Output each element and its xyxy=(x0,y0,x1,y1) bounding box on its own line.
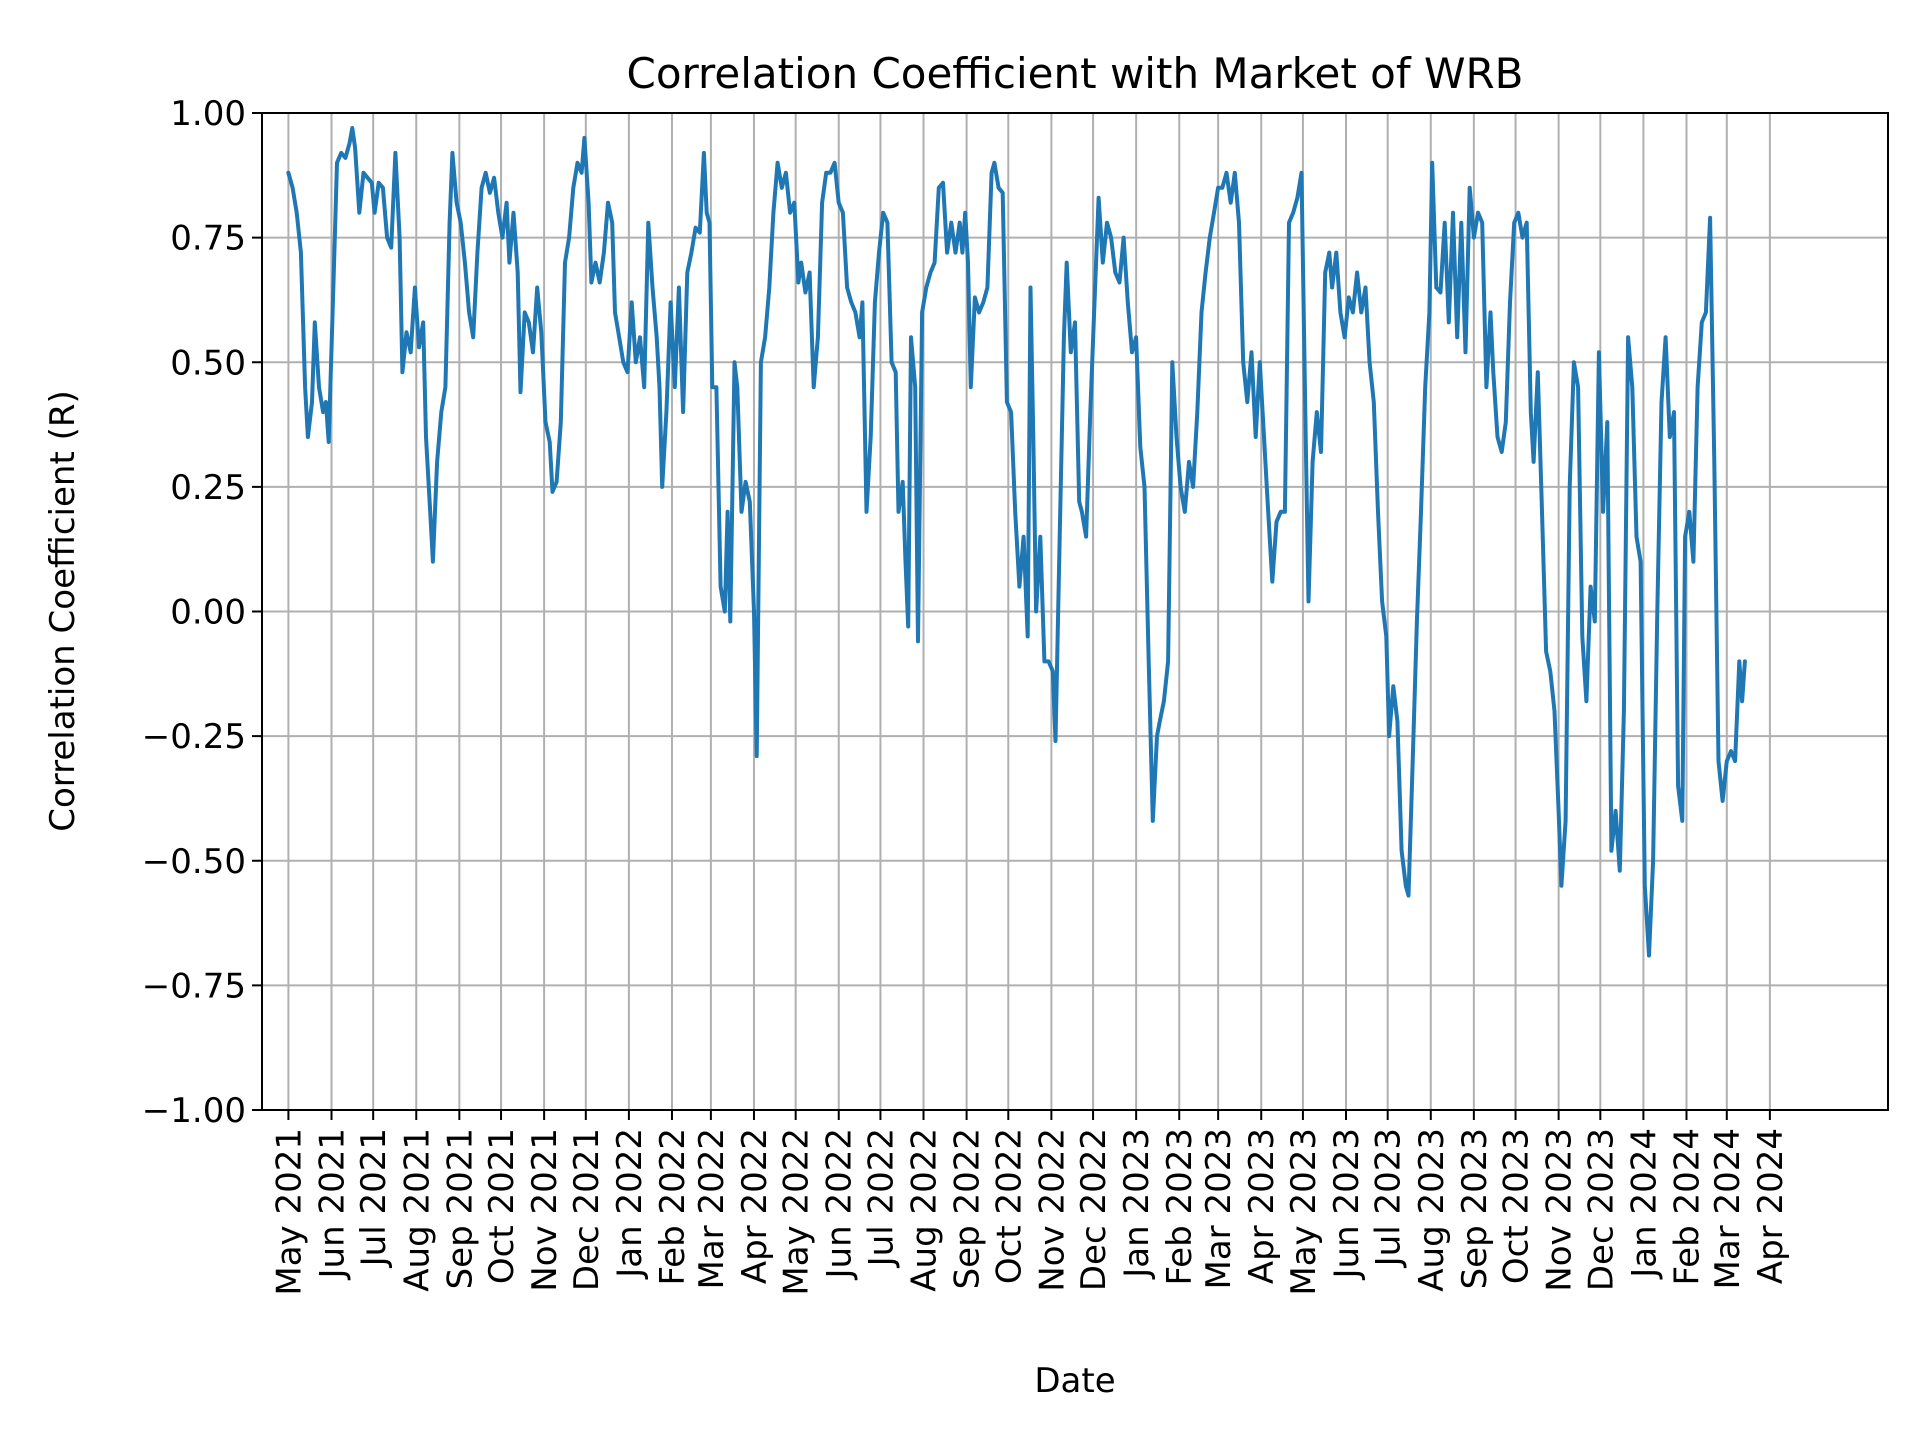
y-tick-label: 0.00 xyxy=(170,593,246,633)
x-tick-label: May 2021 xyxy=(269,1128,309,1296)
x-tick-label: Apr 2022 xyxy=(735,1128,775,1284)
x-tick-label: Mar 2023 xyxy=(1199,1128,1239,1289)
x-tick-label: Jan 2023 xyxy=(1117,1128,1157,1280)
y-tick-label: −0.50 xyxy=(142,842,246,882)
x-tick-label: Dec 2022 xyxy=(1074,1128,1114,1291)
x-tick-label: Nov 2023 xyxy=(1540,1128,1580,1292)
y-tick-label: 0.75 xyxy=(170,219,246,259)
x-tick-label: Jul 2021 xyxy=(354,1128,394,1268)
x-tick-label: Nov 2021 xyxy=(525,1128,565,1292)
x-tick-label: Jul 2022 xyxy=(861,1128,901,1268)
x-tick-label: Feb 2024 xyxy=(1667,1128,1707,1286)
x-tick-label: Dec 2023 xyxy=(1581,1128,1621,1291)
x-axis-label: Date xyxy=(1034,1361,1115,1401)
x-tick-label: Nov 2022 xyxy=(1032,1128,1072,1292)
x-axis-ticks: May 2021 Jun 2021 Jul 2021 Aug 2021 Sep 2021… xyxy=(269,1110,1791,1296)
x-tick-label: Apr 2024 xyxy=(1751,1128,1791,1284)
x-tick-label: Feb 2022 xyxy=(653,1128,693,1286)
x-tick-label: Oct 2023 xyxy=(1497,1128,1537,1284)
x-tick-label: Dec 2021 xyxy=(567,1128,607,1291)
series-line-0 xyxy=(286,126,1747,958)
x-tick-label: Aug 2023 xyxy=(1412,1128,1452,1292)
y-tick-label: 0.25 xyxy=(170,468,246,508)
x-tick-label: May 2022 xyxy=(777,1128,817,1296)
x-tick-label: Mar 2024 xyxy=(1708,1128,1748,1289)
x-tick-label: Apr 2023 xyxy=(1242,1128,1282,1284)
x-tick-label: Sep 2022 xyxy=(948,1128,988,1289)
x-tick-label: Jun 2021 xyxy=(312,1128,352,1280)
x-tick-label: Sep 2023 xyxy=(1455,1128,1495,1289)
y-tick-label: −0.75 xyxy=(142,966,246,1006)
x-tick-label: Oct 2021 xyxy=(482,1128,522,1284)
x-tick-label: Oct 2022 xyxy=(989,1128,1029,1284)
x-tick-label: Jun 2023 xyxy=(1327,1128,1367,1280)
x-tick-label: Aug 2022 xyxy=(905,1128,945,1292)
x-tick-label: Jan 2024 xyxy=(1624,1128,1664,1280)
y-tick-label: −1.00 xyxy=(142,1091,246,1131)
series-layer xyxy=(286,126,1747,958)
y-axis-label: Correlation Coefficient (R) xyxy=(43,390,83,832)
y-tick-label: 1.00 xyxy=(170,94,246,134)
x-tick-label: Jul 2023 xyxy=(1369,1128,1409,1268)
y-axis-ticks: 1.00 0.75 0.50 0.25 0.00 −0.25 −0.50 −0.75 −1.00 xyxy=(142,94,262,1131)
x-tick-label: Jan 2022 xyxy=(610,1128,650,1280)
chart-title: Correlation Coefficient with Market of W… xyxy=(627,49,1524,98)
x-tick-label: Jun 2022 xyxy=(820,1128,860,1280)
x-tick-label: Aug 2021 xyxy=(397,1128,437,1292)
x-tick-label: Sep 2021 xyxy=(440,1128,480,1289)
y-tick-label: 0.50 xyxy=(170,343,246,383)
x-tick-label: Mar 2022 xyxy=(692,1128,732,1289)
x-tick-label: May 2023 xyxy=(1284,1128,1324,1296)
x-tick-label: Feb 2023 xyxy=(1160,1128,1200,1286)
y-tick-label: −0.25 xyxy=(142,717,246,757)
